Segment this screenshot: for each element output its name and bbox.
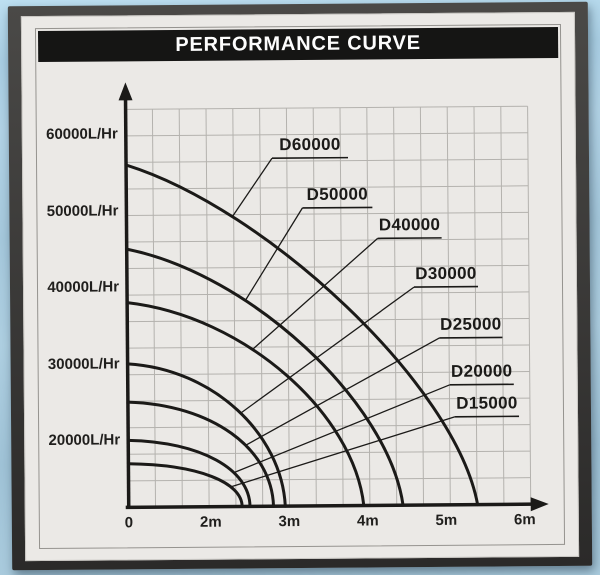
grid-line-horizontal: [126, 264, 529, 270]
curve-label-d60000: D60000: [279, 134, 341, 155]
grid-line-horizontal: [128, 450, 531, 455]
grid-line-vertical: [473, 106, 478, 505]
curve-label-d25000: D25000: [440, 314, 502, 334]
curve-label-d15000: D15000: [456, 393, 518, 413]
curve-label-d30000: D30000: [415, 263, 477, 284]
x-tick-label: 3m: [278, 513, 301, 531]
pump-curve-d20000: [126, 438, 252, 508]
y-tick-label: 40000L/Hr: [47, 278, 120, 296]
x-axis: [125, 502, 534, 510]
curve-leader-line-d20000: [233, 384, 451, 474]
x-tick-label: 4m: [356, 512, 379, 530]
curve-leader-line-d30000: [240, 286, 415, 414]
pump-curve-d50000: [125, 247, 405, 507]
grid-line-vertical: [500, 106, 505, 505]
y-tick-label: 20000L/Hr: [48, 431, 121, 449]
grid-line-vertical: [232, 108, 237, 507]
x-tick-label: 5m: [435, 511, 458, 529]
performance-chart-svg: [118, 82, 549, 512]
curve-label-underline: [302, 206, 373, 209]
grid-line-horizontal: [126, 211, 529, 216]
grid-line-vertical: [285, 108, 291, 507]
y-tick-label: 60000L/Hr: [46, 125, 118, 143]
grid-line-vertical: [312, 107, 317, 506]
curve-label-underline: [414, 285, 479, 288]
x-tick-label: 2m: [199, 513, 222, 531]
curve-leader-line-d60000: [231, 157, 273, 217]
y-tick-label: 50000L/Hr: [46, 201, 119, 220]
pump-curve-d30000: [126, 362, 287, 508]
grid-line-horizontal: [125, 132, 528, 137]
grid-line-horizontal: [128, 424, 531, 429]
grid-line-vertical: [446, 106, 451, 505]
grid-line-vertical: [339, 107, 344, 506]
curve-leader-line-d25000: [245, 337, 440, 446]
grid-line-vertical: [527, 106, 532, 505]
grid-line-horizontal: [126, 185, 529, 190]
grid-line-horizontal: [126, 158, 529, 163]
grid-line-horizontal: [126, 238, 529, 243]
curve-label-underline: [271, 156, 348, 160]
pump-curve-d60000: [124, 163, 480, 507]
curve-label-d50000: D50000: [306, 184, 369, 204]
grid-line-horizontal: [127, 317, 530, 323]
grid-line-vertical: [178, 108, 183, 507]
pump-curve-d40000: [125, 301, 366, 508]
x-tick-label: 0: [124, 514, 134, 532]
grid-line-horizontal: [127, 291, 530, 296]
label-card: PERFORMANCE CURVE D60000 D50000 D40000 D300…: [20, 11, 580, 562]
grid-line-horizontal: [127, 344, 530, 349]
grid-line-horizontal: [125, 105, 528, 110]
grid-line-horizontal: [128, 477, 531, 482]
curve-leader-line-d15000: [230, 416, 456, 488]
pump-curve-d25000: [126, 400, 276, 508]
box-frame: PERFORMANCE CURVE D60000 D50000 D40000 D300…: [7, 1, 593, 571]
curve-label-underline: [449, 383, 514, 386]
x-axis-arrow-icon: [530, 497, 549, 512]
curve-label-d40000: D40000: [378, 214, 441, 235]
grid-line-vertical: [259, 108, 264, 507]
pump-curve-d15000: [126, 462, 244, 508]
grid-line-vertical: [366, 107, 371, 506]
grid-line-vertical: [205, 108, 210, 507]
grid-line-horizontal: [127, 371, 530, 376]
grid-line-vertical: [419, 107, 425, 506]
curve-label-underline: [377, 237, 442, 240]
curve-label-underline: [455, 415, 520, 418]
curve-leader-line-d50000: [244, 207, 303, 301]
grid-line-vertical: [393, 107, 398, 506]
curve-label-d20000: D20000: [450, 361, 513, 381]
y-tick-label: 30000L/Hr: [47, 354, 120, 373]
curve-leader-line-d40000: [252, 237, 379, 350]
x-tick-label: 6m: [513, 511, 536, 529]
y-axis-arrow-icon: [118, 82, 133, 101]
